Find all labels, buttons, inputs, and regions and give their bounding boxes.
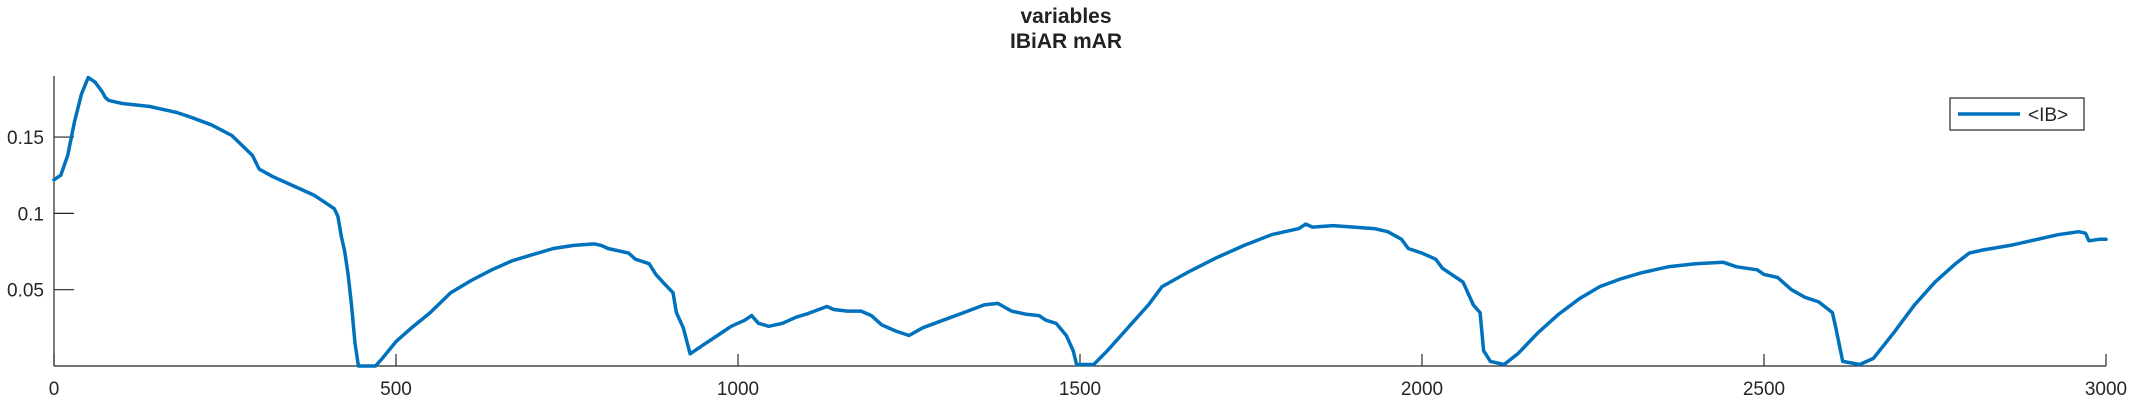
x-tick-label: 500 <box>380 379 412 400</box>
chart-title: variables <box>1020 5 1111 28</box>
y-axis-ticks: 0.05 0.1 0.15 <box>7 128 74 302</box>
x-tick-label: 1000 <box>717 379 759 400</box>
x-tick-label: 3000 <box>2085 379 2127 400</box>
x-tick-label: 0 <box>49 379 60 400</box>
x-tick-label: 2500 <box>1743 379 1785 400</box>
series-line-ib <box>52 75 2108 368</box>
x-tick-label: 2000 <box>1401 379 1443 400</box>
y-tick-label: 0.15 <box>7 128 44 149</box>
y-tick-label: 0.05 <box>7 281 44 302</box>
x-axis-ticks: 0 500 1000 1500 2000 2500 3000 <box>49 354 2127 400</box>
axes <box>53 76 2106 367</box>
series-group <box>52 75 2108 368</box>
y-tick-label: 0.1 <box>18 204 44 225</box>
legend: <IB> <box>1949 97 2085 131</box>
x-tick-label: 1500 <box>1059 379 1101 400</box>
chart-subtitle: IBiAR mAR <box>1010 30 1122 53</box>
legend-label: <IB> <box>2028 105 2068 126</box>
